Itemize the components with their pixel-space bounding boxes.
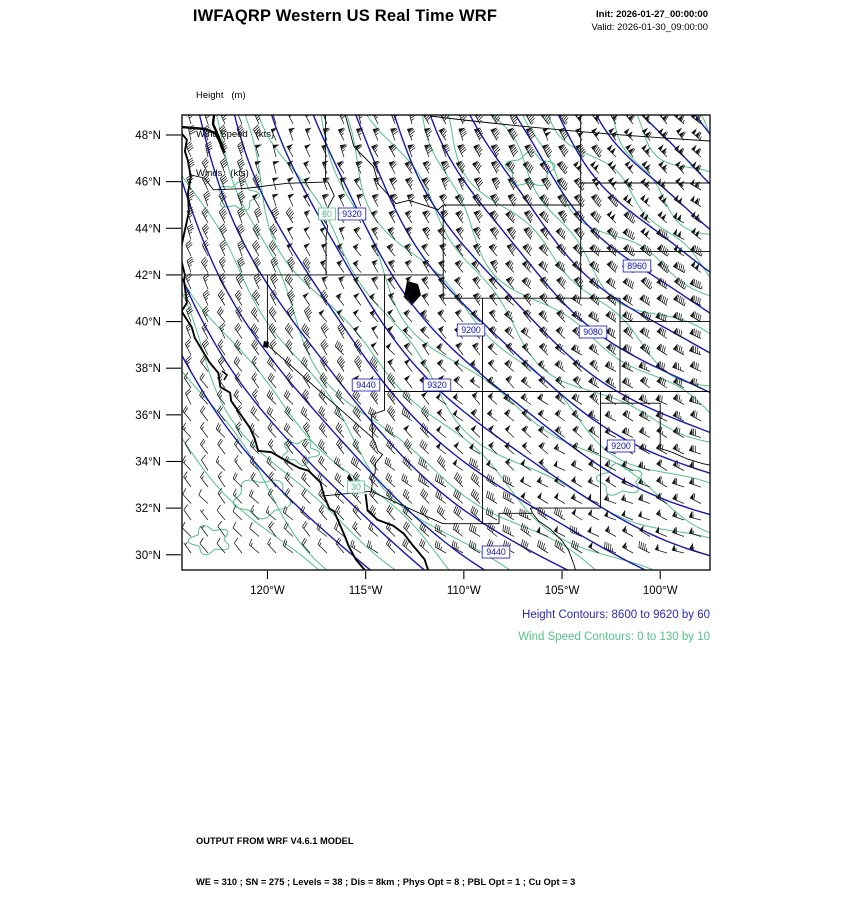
- map-axes: 48°N 46°N 44°N 42°N 40°N 38°N 36°N 34°N 32°N 30°N…: [135, 114, 711, 597]
- contour-label-box: [606, 439, 636, 453]
- legend-winds: Winds (kts): [196, 168, 249, 179]
- lat-tick-label: 30°N: [135, 550, 161, 562]
- contour-label-value: 9320: [342, 209, 362, 219]
- wind-speed-contour-caption: Wind Speed Contours: 0 to 130 by 10: [518, 631, 710, 643]
- contour-label-box: [578, 325, 608, 339]
- model-info-line2: WE = 310 ; SN = 275 ; Levels = 38 ; Dis …: [196, 876, 576, 887]
- contour-label-value: 8960: [627, 261, 647, 271]
- lon-tick-label: 115°W: [349, 585, 383, 597]
- contour-label-box: [337, 207, 367, 221]
- height-contour-caption: Height Contours: 8600 to 9620 by 60: [522, 609, 710, 621]
- contour-label-value: 9440: [356, 380, 376, 390]
- lon-tick-label: 120°W: [250, 585, 285, 597]
- wind-speed-contours: [182, 115, 710, 570]
- init-time: Init: 2026-01-27_00:00:00: [596, 9, 708, 20]
- contour-label-value: 9080: [583, 327, 603, 337]
- lon-tick-label: 105°W: [545, 585, 580, 597]
- contour-value-labels: 60 30 9320 8960 9200 9080 9440 9320 9200 9440: [318, 207, 652, 559]
- contour-label-box: [456, 323, 486, 337]
- contour-label-value: 9200: [611, 441, 631, 451]
- map-frame: [181, 114, 711, 571]
- plot-title: IWFAQRP Western US Real Time WRF: [192, 7, 498, 25]
- wind-barbs: [182, 115, 703, 554]
- lon-tick-label: 110°W: [447, 585, 481, 597]
- lat-tick-label: 34°N: [135, 456, 161, 468]
- model-info-line1: OUTPUT FROM WRF V4.6.1 MODEL: [196, 836, 354, 846]
- contour-label-box: [347, 480, 365, 494]
- model-info: OUTPUT FROM WRF V4.6.1 MODEL WE = 310 ; …: [196, 808, 575, 916]
- lat-tick-label: 38°N: [135, 363, 161, 375]
- contour-label-box: [481, 545, 511, 559]
- lat-tick-label: 48°N: [135, 130, 161, 142]
- legend-height: Height (m): [196, 90, 246, 101]
- contour-label-value: 9320: [427, 380, 447, 390]
- lat-tick-label: 42°N: [135, 270, 161, 282]
- contour-label-value: 9440: [486, 547, 506, 557]
- contour-label-box: [351, 378, 381, 392]
- lon-tick-label: 100°W: [643, 585, 678, 597]
- valid-time: Valid: 2026-01-30_09:00:00: [591, 22, 708, 33]
- contour-label-value: 60: [322, 209, 332, 219]
- lat-tick-label: 40°N: [135, 317, 161, 329]
- contour-label-value: 9200: [461, 325, 481, 335]
- lat-tick-label: 46°N: [135, 177, 161, 189]
- lat-tick-label: 36°N: [135, 410, 161, 422]
- contour-label-value: 30: [351, 482, 361, 492]
- lat-tick-label: 32°N: [135, 503, 161, 515]
- lat-tick-label: 44°N: [135, 223, 161, 235]
- contour-label-box: [318, 207, 336, 221]
- contour-label-box: [622, 259, 652, 273]
- contour-label-box: [422, 378, 452, 392]
- run-times: Init: 2026-01-27_00:00:00 Valid: 2026-01…: [591, 8, 708, 34]
